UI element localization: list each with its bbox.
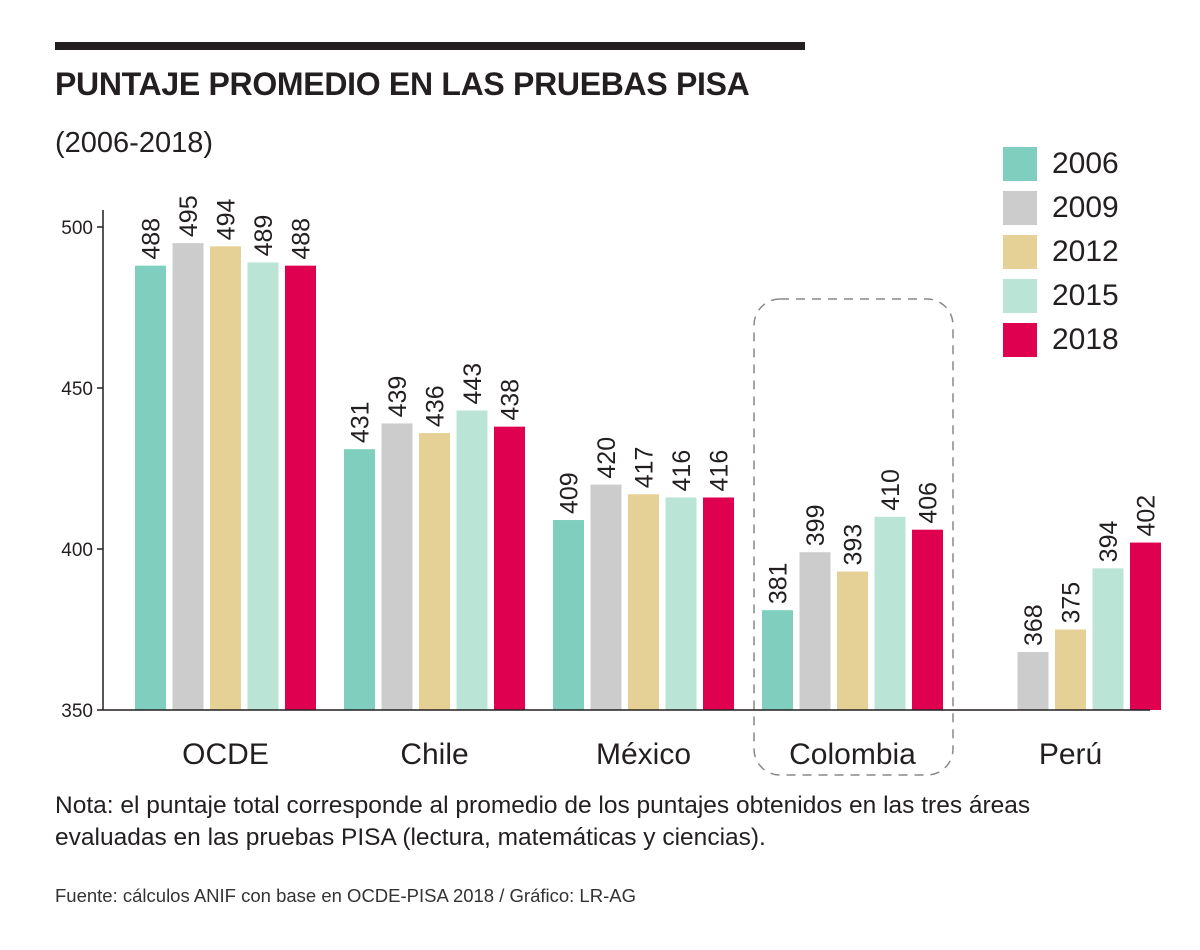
value-label-colombia-2012: 393 (840, 524, 868, 566)
bar-perú-2015 (1092, 568, 1124, 710)
legend-item-2009: 2009 (1003, 186, 1119, 230)
value-label-méxico-2009: 420 (593, 437, 621, 479)
value-label-ocde-2006: 488 (138, 218, 166, 260)
bar-méxico-2006 (553, 520, 584, 710)
value-label-ocde-2012: 494 (213, 199, 241, 241)
bar-colombia-2018 (912, 529, 943, 710)
value-label-perú-2012: 375 (1058, 582, 1086, 624)
category-label-chile: Chile (400, 738, 468, 771)
value-label-chile-2009: 439 (384, 376, 412, 418)
value-label-méxico-2012: 417 (631, 447, 659, 489)
legend: 2006 2009 2012 2015 2018 (1003, 142, 1119, 362)
top-rule (55, 42, 805, 50)
bar-colombia-2015 (874, 516, 906, 710)
legend-swatch-2006 (1003, 147, 1037, 181)
highlight-box-colombia (753, 298, 954, 776)
legend-swatch-2009 (1003, 191, 1037, 225)
value-label-méxico-2015: 416 (668, 450, 696, 492)
legend-item-2015: 2015 (1003, 274, 1119, 318)
value-label-chile-2015: 443 (459, 363, 487, 405)
category-label-perú: Perú (1039, 738, 1102, 771)
value-label-ocde-2009: 495 (175, 195, 203, 237)
value-label-chile-2006: 431 (347, 401, 375, 443)
chart-subtitle: (2006-2018) (55, 127, 213, 159)
category-label-ocde: OCDE (182, 738, 269, 771)
bar-chile-2015 (456, 410, 488, 710)
value-label-colombia-2009: 399 (802, 505, 830, 547)
value-label-perú-2015: 394 (1095, 521, 1123, 563)
chart-title: PUNTAJE PROMEDIO EN LAS PRUEBAS PISA (55, 66, 750, 102)
bar-perú-2018 (1130, 542, 1161, 710)
chart-source: Fuente: cálculos ANIF con base en OCDE-P… (55, 885, 636, 906)
y-tick-label-450: 450 (61, 379, 93, 400)
value-label-chile-2018: 438 (497, 379, 525, 421)
bar-ocde-2009 (172, 243, 204, 710)
legend-label-2012: 2012 (1052, 235, 1119, 268)
bar-perú-2009 (1017, 652, 1049, 710)
legend-swatch-2015 (1003, 279, 1037, 313)
bar-ocde-2015 (247, 262, 279, 710)
chart-note: Nota: el puntaje total corresponde al pr… (55, 792, 1031, 851)
bar-méxico-2012 (628, 494, 659, 710)
value-label-colombia-2018: 406 (915, 482, 943, 524)
value-label-perú-2018: 402 (1133, 495, 1161, 537)
value-label-ocde-2018: 488 (288, 218, 316, 260)
legend-item-2018: 2018 (1003, 318, 1119, 362)
bar-ocde-2006 (135, 265, 166, 710)
value-label-colombia-2015: 410 (877, 469, 905, 511)
value-label-méxico-2018: 416 (706, 450, 734, 492)
legend-item-2012: 2012 (1003, 230, 1119, 274)
bar-méxico-2015 (665, 497, 697, 710)
category-label-colombia: Colombia (789, 738, 916, 771)
legend-label-2015: 2015 (1052, 279, 1119, 312)
bar-colombia-2006 (762, 610, 793, 710)
category-label-méxico: México (596, 738, 691, 771)
bar-ocde-2012 (210, 246, 241, 710)
bar-chile-2009 (381, 423, 413, 710)
bar-perú-2012 (1055, 629, 1086, 710)
legend-swatch-2018 (1003, 323, 1037, 357)
bar-ocde-2018 (285, 265, 316, 710)
legend-label-2006: 2006 (1052, 147, 1119, 180)
value-label-méxico-2006: 409 (556, 472, 584, 514)
bar-méxico-2009 (590, 484, 622, 710)
value-label-ocde-2015: 489 (250, 215, 278, 257)
bar-chile-2012 (419, 433, 450, 710)
y-tick-label-350: 350 (61, 701, 93, 722)
bar-colombia-2009 (799, 552, 831, 710)
value-label-perú-2009: 368 (1020, 604, 1048, 646)
value-label-chile-2012: 436 (422, 385, 450, 427)
bar-colombia-2012 (837, 571, 868, 710)
legend-item-2006: 2006 (1003, 142, 1119, 186)
value-label-colombia-2006: 381 (765, 562, 793, 604)
legend-swatch-2012 (1003, 235, 1037, 269)
y-tick-label-500: 500 (61, 218, 93, 239)
bar-chile-2006 (344, 449, 375, 710)
bar-chile-2018 (494, 426, 525, 710)
bar-méxico-2018 (703, 497, 734, 710)
legend-label-2018: 2018 (1052, 323, 1119, 356)
legend-label-2009: 2009 (1052, 191, 1119, 224)
y-tick-label-400: 400 (61, 540, 93, 561)
